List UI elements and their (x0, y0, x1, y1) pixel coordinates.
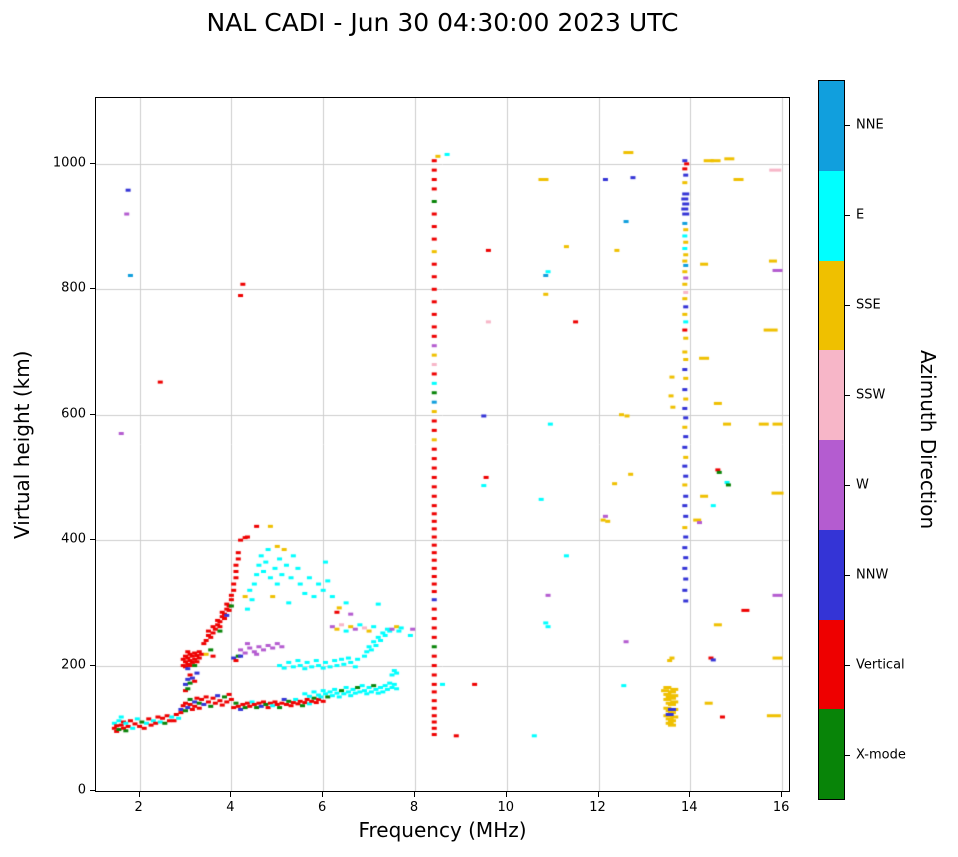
x-tick-label: 6 (318, 800, 327, 815)
y-tick (90, 162, 95, 164)
x-axis-label: Frequency (MHz) (358, 818, 527, 842)
colorbar-tick (845, 395, 850, 396)
x-tick (138, 792, 140, 797)
y-tick-label: 800 (61, 280, 86, 296)
plot-area (95, 97, 790, 792)
y-tick (90, 664, 95, 666)
colorbar-tick (845, 125, 850, 126)
y-tick (90, 288, 95, 290)
x-tick-label: 16 (772, 800, 790, 815)
y-tick-label: 1000 (52, 155, 86, 171)
legend-label-nne: NNE (856, 117, 884, 133)
x-tick-label: 12 (589, 800, 606, 815)
x-tick (689, 792, 691, 797)
colorbar-tick (845, 755, 850, 756)
y-tick (90, 790, 95, 791)
colorbar-segment-vertical (819, 619, 844, 710)
legend-label-sse: SSE (856, 297, 881, 313)
x-tick-label: 4 (226, 800, 235, 815)
legend-label-w: W (856, 477, 869, 493)
colorbar-segment-nne (819, 81, 844, 171)
x-tick-label: 2 (134, 800, 143, 815)
colorbar-segment-nnw (819, 529, 844, 620)
y-tick (90, 413, 95, 415)
y-axis-label: Virtual height (km) (10, 350, 34, 539)
x-tick (413, 792, 415, 797)
x-tick (322, 792, 324, 797)
y-tick-label: 200 (61, 657, 86, 673)
colorbar-segment-x-mode (819, 709, 844, 799)
scatter-canvas (96, 98, 789, 791)
y-tick (90, 539, 95, 541)
y-tick-label: 400 (61, 531, 86, 547)
x-tick (597, 792, 599, 797)
legend-label-vertical: Vertical (856, 657, 905, 673)
colorbar-segment-ssw (819, 350, 844, 440)
y-tick-label: 0 (77, 782, 86, 798)
x-tick-label: 14 (681, 800, 698, 815)
chart-title: NAL CADI - Jun 30 04:30:00 2023 UTC (206, 8, 679, 37)
y-tick-label: 600 (61, 406, 86, 422)
legend-label-e: E (856, 207, 865, 223)
colorbar (818, 80, 845, 800)
x-tick (505, 792, 507, 797)
colorbar-tick (845, 485, 850, 486)
legend-label-x-mode: X-mode (856, 747, 906, 763)
legend-label-ssw: SSW (856, 387, 886, 403)
colorbar-segment-e (819, 170, 844, 261)
legend-label-nnw: NNW (856, 567, 889, 583)
colorbar-tick (845, 575, 850, 576)
colorbar-tick (845, 215, 850, 216)
colorbar-segment-w (819, 440, 844, 530)
colorbar-tick (845, 665, 850, 666)
colorbar-segment-sse (819, 260, 844, 351)
colorbar-tick (845, 305, 850, 306)
x-tick (781, 792, 783, 797)
x-tick-label: 8 (409, 800, 419, 815)
x-tick-label: 10 (497, 800, 515, 815)
x-tick (230, 792, 232, 797)
colorbar-axis-label: Azimuth Direction (916, 350, 940, 530)
